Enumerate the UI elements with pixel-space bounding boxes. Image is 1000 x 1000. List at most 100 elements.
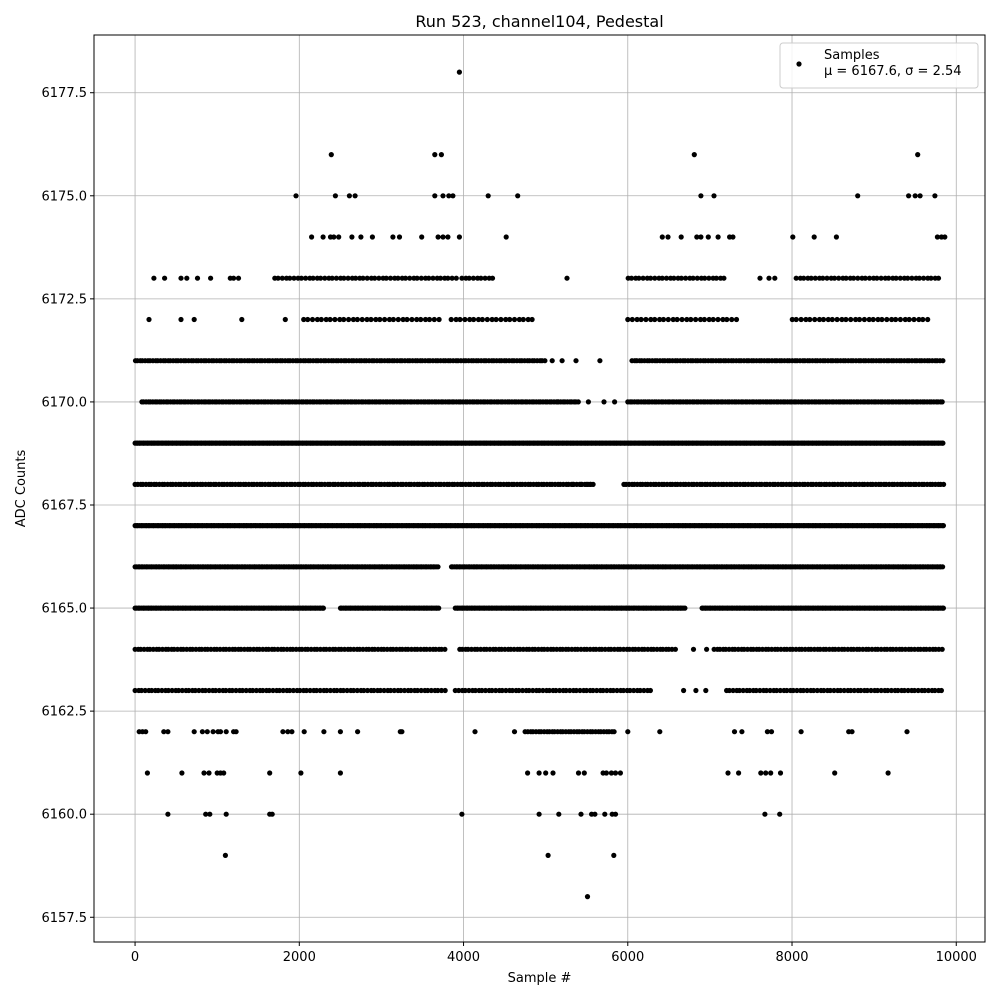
data-point <box>575 770 582 776</box>
data-point <box>231 275 237 281</box>
data-point <box>678 234 684 240</box>
data-point <box>762 811 768 817</box>
data-point <box>610 687 616 694</box>
data-point <box>638 316 644 323</box>
data-point <box>387 275 394 281</box>
data-point <box>807 316 813 323</box>
data-point <box>690 646 697 652</box>
data-point <box>349 234 355 240</box>
y-axis-ticks: 6157.5 6160.0 6162.5 6165.0 6167.5 6170.0 6172… <box>42 86 94 926</box>
data-point <box>414 275 420 281</box>
data-point <box>814 687 820 694</box>
data-point <box>398 687 404 694</box>
y-axis-label: ADC Counts <box>14 450 29 528</box>
data-point <box>361 687 367 694</box>
data-point <box>507 316 513 323</box>
data-point <box>620 687 627 694</box>
data-point <box>879 316 885 323</box>
data-point <box>938 687 945 694</box>
data-point <box>364 687 371 694</box>
data-point <box>327 687 333 694</box>
data-point <box>602 811 608 817</box>
y-tick-label: 6162.5 <box>42 705 88 720</box>
data-point <box>790 687 796 694</box>
data-point <box>878 687 884 694</box>
data-point <box>395 275 401 281</box>
data-point <box>757 687 763 694</box>
data-point <box>482 687 489 694</box>
data-point <box>418 275 424 281</box>
data-point <box>543 770 549 776</box>
data-point <box>715 316 721 323</box>
data-point <box>401 687 408 694</box>
data-point <box>583 687 590 694</box>
data-point <box>320 234 326 240</box>
data-point <box>833 234 840 240</box>
data-point <box>383 275 389 281</box>
data-point <box>221 770 227 776</box>
data-point <box>267 770 273 776</box>
y-tick-label: 6165.0 <box>42 602 88 617</box>
data-point <box>922 687 928 694</box>
data-point <box>503 687 509 694</box>
data-point <box>888 687 895 694</box>
data-point <box>485 193 491 199</box>
data-point <box>597 358 603 364</box>
data-point <box>381 687 387 694</box>
chart-title: Run 523, channel104, Pedestal <box>415 12 663 31</box>
data-point <box>516 687 522 694</box>
data-point <box>435 564 441 570</box>
data-point <box>935 275 942 281</box>
data-point <box>498 316 504 323</box>
data-point <box>594 687 600 694</box>
data-point <box>377 316 383 323</box>
data-point <box>457 316 463 323</box>
data-point <box>665 316 671 323</box>
data-point <box>652 316 658 323</box>
data-point <box>436 316 442 323</box>
data-point <box>206 770 212 776</box>
data-point <box>526 687 532 694</box>
data-point <box>643 316 649 323</box>
data-point <box>916 275 923 281</box>
legend-marker <box>796 61 802 67</box>
data-point <box>317 687 323 694</box>
data-point <box>895 687 901 694</box>
data-point <box>414 316 420 323</box>
data-point <box>625 316 631 323</box>
data-point <box>309 316 316 323</box>
data-point <box>453 275 459 281</box>
data-point <box>310 275 316 281</box>
data-point <box>697 316 704 323</box>
data-point <box>354 687 360 694</box>
data-point <box>698 193 704 199</box>
data-point <box>489 687 495 694</box>
data-point <box>682 605 688 611</box>
data-point <box>893 275 899 281</box>
legend-box <box>779 42 979 89</box>
data-point <box>333 275 339 281</box>
data-point <box>132 687 138 694</box>
data-point <box>396 234 403 240</box>
data-point <box>693 316 699 323</box>
x-axis-ticks: 0 2000 4000 6000 8000 10000 <box>131 942 977 965</box>
x-tick-label: 6000 <box>611 950 644 965</box>
data-point <box>199 729 205 735</box>
data-point <box>861 316 868 323</box>
data-point <box>870 316 876 323</box>
data-point <box>340 687 346 694</box>
data-point <box>841 687 847 694</box>
data-point <box>940 440 946 446</box>
data-point <box>298 275 304 281</box>
data-point <box>592 811 598 817</box>
data-point <box>165 687 171 694</box>
data-point <box>430 275 436 281</box>
data-point <box>940 605 947 611</box>
data-point <box>422 316 429 323</box>
data-point <box>577 687 583 694</box>
data-point <box>318 316 324 323</box>
data-point <box>688 316 694 323</box>
data-point <box>671 275 677 281</box>
data-point <box>360 275 366 281</box>
data-point <box>811 234 817 240</box>
